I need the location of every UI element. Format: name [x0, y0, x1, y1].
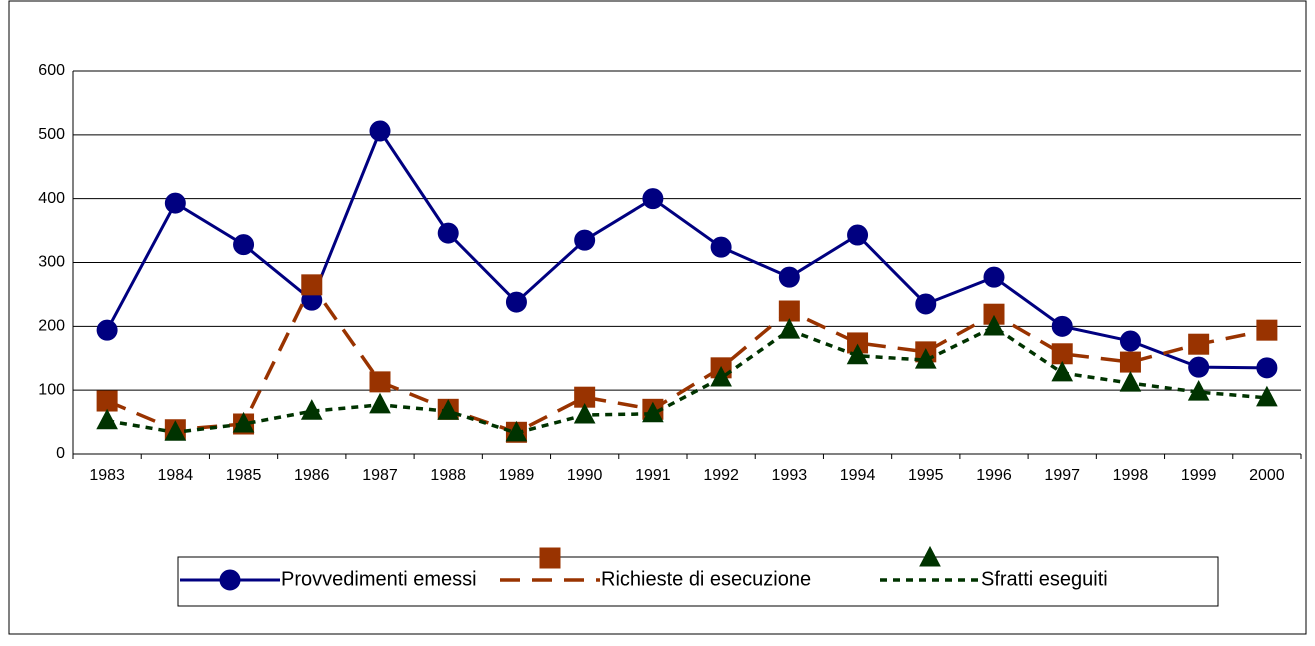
data-point [1256, 385, 1278, 407]
x-tick-label: 1988 [430, 467, 466, 484]
data-point [847, 224, 869, 246]
data-point [96, 319, 118, 341]
series-line [105, 127, 1267, 370]
data-point [983, 266, 1005, 288]
data-point [1051, 343, 1073, 365]
data-point [301, 274, 323, 296]
data-point [1187, 380, 1210, 401]
legend-marker [539, 547, 561, 569]
y-tick-label: 600 [38, 62, 65, 79]
data-point [983, 314, 1005, 336]
x-tick-label: 1984 [158, 467, 194, 484]
y-tick-label: 300 [38, 254, 65, 271]
data-point [1119, 371, 1142, 392]
data-point [437, 222, 459, 244]
data-point [505, 291, 527, 313]
x-tick-label: 1994 [840, 467, 876, 484]
data-point [369, 371, 391, 393]
y-tick-label: 100 [38, 381, 65, 398]
data-point [369, 120, 391, 142]
data-point [1256, 357, 1278, 379]
data-point [1051, 360, 1074, 382]
data-point [710, 365, 732, 387]
x-tick-label: 2000 [1249, 467, 1285, 484]
x-tick-label: 1990 [567, 467, 603, 484]
data-point [164, 420, 187, 441]
data-point [573, 402, 596, 424]
x-tick-label: 1992 [703, 467, 739, 484]
x-tick-label: 1985 [226, 467, 262, 484]
x-tick-label: 1991 [635, 467, 671, 484]
legend-label: Provvedimenti emessi [281, 568, 477, 590]
data-point [437, 399, 460, 420]
data-point [164, 192, 186, 214]
data-point [1188, 333, 1210, 355]
data-point [96, 408, 118, 430]
legend-label: Sfratti eseguiti [981, 568, 1108, 590]
data-point [778, 266, 800, 288]
data-point [1119, 330, 1141, 352]
y-tick-label: 200 [38, 318, 65, 335]
x-tick-label: 1983 [89, 467, 125, 484]
legend-marker [919, 545, 941, 567]
data-point [574, 229, 596, 251]
x-tick-label: 1989 [499, 467, 535, 484]
x-tick-label: 1993 [772, 467, 808, 484]
legend-label: Richieste di esecuzione [601, 568, 811, 590]
y-tick-label: 400 [38, 190, 65, 207]
data-point [369, 392, 391, 414]
x-tick-label: 1987 [362, 467, 398, 484]
y-tick-label: 500 [38, 126, 65, 143]
data-point [778, 300, 800, 322]
data-point [1051, 315, 1073, 337]
data-point [642, 188, 664, 210]
data-point [1256, 319, 1278, 341]
legend-box [177, 556, 1219, 607]
data-point [96, 390, 118, 412]
data-point [232, 411, 255, 433]
data-point [778, 318, 801, 339]
data-point [505, 420, 528, 442]
x-tick-label: 1997 [1044, 467, 1080, 484]
data-point [1188, 356, 1210, 378]
data-point [915, 293, 937, 315]
data-point [914, 348, 937, 369]
x-tick-label: 1998 [1113, 467, 1149, 484]
data-point [642, 401, 664, 423]
data-point [846, 343, 869, 365]
y-tick-label: 0 [56, 445, 65, 462]
data-point [233, 234, 255, 256]
series-line [106, 324, 1268, 435]
x-tick-label: 1995 [908, 467, 944, 484]
data-point [300, 399, 323, 420]
data-point [710, 236, 732, 258]
data-point [1119, 351, 1141, 373]
x-tick-label: 1986 [294, 467, 330, 484]
series-line [106, 281, 1268, 435]
x-tick-label: 1996 [976, 467, 1012, 484]
x-tick-label: 1999 [1181, 467, 1217, 484]
legend-marker [219, 569, 241, 591]
